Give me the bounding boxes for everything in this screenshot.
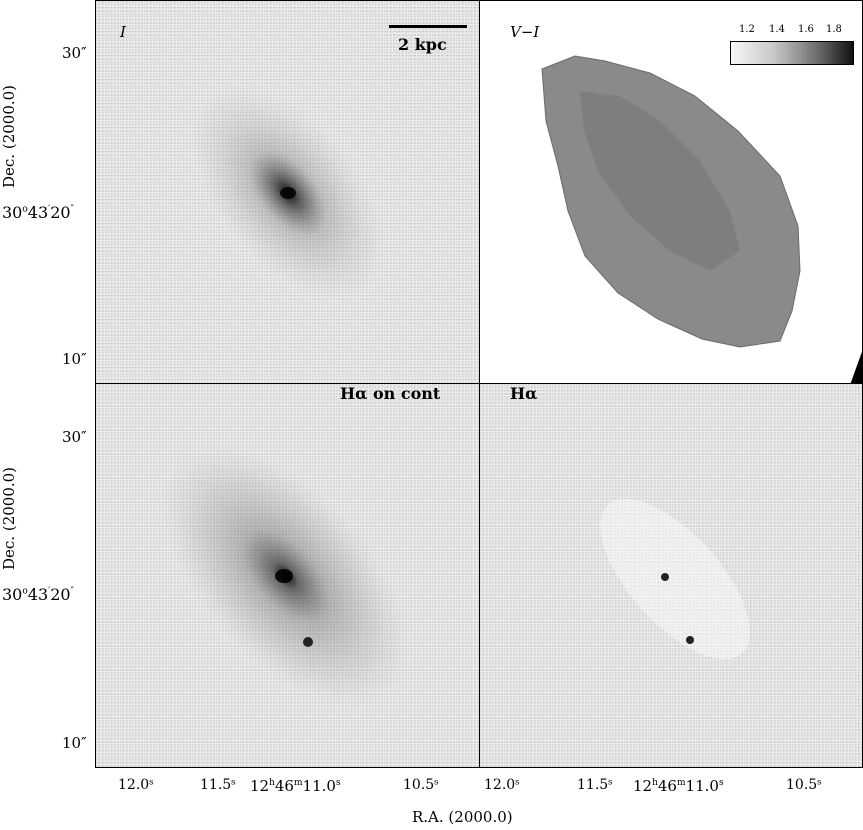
x-center-label-left: 12h46m11.0s bbox=[250, 777, 341, 795]
panel-label-halpha: Hα bbox=[510, 384, 538, 403]
y-axis-title-top: Dec. (2000.0) bbox=[0, 84, 18, 188]
x-tick-left-12.0: 12.0ˢ bbox=[118, 777, 154, 793]
ra-minutes-right: 46 bbox=[657, 777, 677, 795]
scale-bar bbox=[389, 25, 467, 28]
halpha-cont-image bbox=[161, 444, 411, 708]
y-tick-bottom-10: 10″ bbox=[62, 734, 87, 752]
y-tick-top-10: 10″ bbox=[62, 350, 87, 368]
panel-halpha-on-cont: Hα on cont bbox=[95, 383, 480, 768]
color-map-image bbox=[541, 55, 862, 383]
dec-deg-bottom: 30 bbox=[2, 585, 23, 604]
panel-label-i: I bbox=[120, 23, 126, 41]
dec-arcmin-top: 43 bbox=[27, 203, 49, 222]
i-band-image bbox=[191, 87, 385, 299]
panel-label-v-minus-i: V−I bbox=[510, 23, 540, 41]
x-tick-right-10.5: 10.5ˢ bbox=[786, 777, 822, 793]
x-tick-left-10.5: 10.5ˢ bbox=[403, 777, 439, 793]
colorbar-tick-2: 1.4 bbox=[769, 24, 785, 35]
x-tick-right-11.5: 11.5ˢ bbox=[577, 777, 613, 793]
dec-arcsec-top: 20 bbox=[50, 203, 71, 222]
y-tick-top-30: 30″ bbox=[62, 44, 87, 62]
panel-label-halpha-on-cont: Hα on cont bbox=[340, 384, 441, 403]
dec-arcmin-bottom: 43 bbox=[27, 585, 49, 604]
y-axis-title-bottom: Dec. (2000.0) bbox=[0, 466, 18, 570]
colorbar-tick-1: 1.2 bbox=[739, 24, 755, 35]
y-tick-bottom-30: 30″ bbox=[62, 428, 87, 446]
panel-i-band: I 2 kpc bbox=[95, 0, 480, 384]
ra-hours-right: 12 bbox=[633, 777, 653, 795]
x-center-label-right: 12h46m11.0s bbox=[633, 777, 724, 795]
dec-arcsec-bottom: 20 bbox=[50, 585, 71, 604]
panel-halpha: Hα bbox=[479, 383, 863, 768]
x-axis-title: R.A. (2000.0) bbox=[412, 808, 513, 826]
scale-bar-label: 2 kpc bbox=[398, 35, 447, 54]
x-tick-left-11.5: 11.5ˢ bbox=[200, 777, 236, 793]
halpha-image bbox=[600, 498, 750, 660]
y-center-label-top: 30o43′20″ bbox=[2, 203, 74, 222]
x-tick-right-12.0: 12.0ˢ bbox=[484, 777, 520, 793]
colorbar-tick-3: 1.6 bbox=[798, 24, 814, 35]
ra-minutes-left: 46 bbox=[274, 777, 294, 795]
ra-hours-left: 12 bbox=[250, 777, 270, 795]
dec-deg-top: 30 bbox=[2, 203, 23, 222]
colorbar-tick-4: 1.8 bbox=[826, 24, 842, 35]
panel-v-minus-i: V−I 1.2 1.4 1.6 1.8 bbox=[479, 0, 863, 384]
y-center-label-bottom: 30o43′20″ bbox=[2, 585, 74, 604]
colorbar: 1.2 1.4 1.6 1.8 bbox=[730, 24, 854, 65]
